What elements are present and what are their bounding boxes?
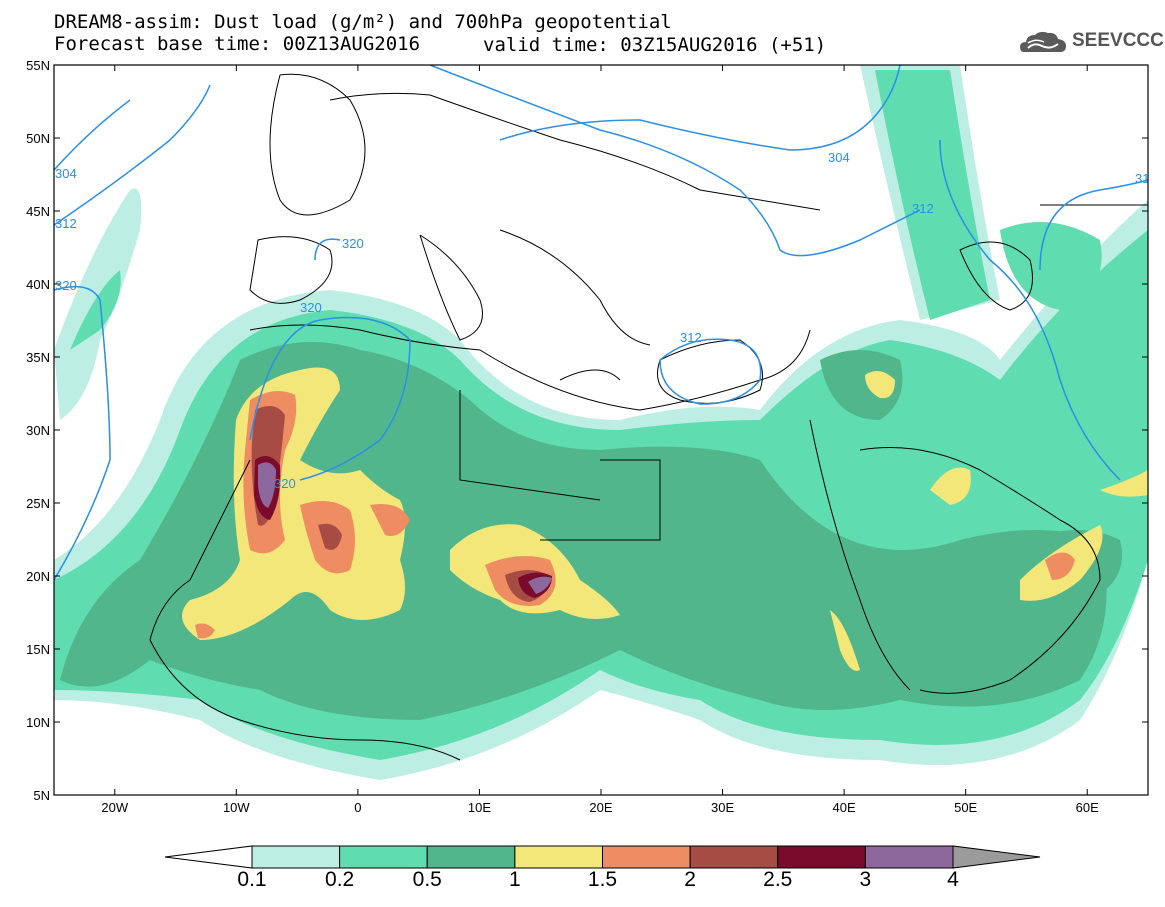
longitude-label: 20E [589, 800, 612, 815]
longitude-label: 20W [101, 800, 128, 815]
longitude-label: 0 [354, 800, 361, 815]
colorbar-box [602, 845, 691, 869]
axis-ticks [54, 64, 1148, 796]
latitude-label: 55N [26, 58, 50, 73]
latitude-label: 15N [26, 642, 50, 657]
colorbar-label: 0.2 [325, 868, 355, 891]
latitude-label: 30N [26, 423, 50, 438]
longitude-label: 30E [711, 800, 734, 815]
colorbar-label: 2 [684, 868, 696, 891]
valid-time: valid time: 03Z15AUG2016 (+51) [483, 34, 827, 56]
latitude-label: 5N [33, 788, 50, 803]
contour-label: 312 [55, 216, 77, 231]
latitude-label: 40N [26, 277, 50, 292]
latitude-label: 35N [26, 350, 50, 365]
colorbar-box [514, 845, 603, 869]
contour-label: 304 [55, 166, 77, 181]
coastlines [149, 73, 1148, 761]
colorbar-label: 0.1 [237, 868, 267, 891]
longitude-label: 10W [223, 800, 250, 815]
latitude-label: 10N [26, 715, 50, 730]
colorbar-box [251, 845, 341, 869]
cloud-logo-icon [1020, 31, 1066, 52]
colorbar-over-arrow [952, 845, 1041, 869]
colorbar-label: 2.5 [763, 868, 793, 891]
colorbar-box [777, 845, 866, 869]
contour-label: 320 [342, 236, 364, 251]
contour-label: 312 [912, 201, 934, 216]
longitude-label: 60E [1076, 800, 1099, 815]
latitude-label: 25N [26, 496, 50, 511]
colorbar-label: 1.5 [587, 868, 618, 891]
colorbar-label: 3 [859, 868, 872, 891]
contour-labels: 304 312 320 320 320 312 304 312 31 320 [55, 150, 1149, 491]
contour-label: 320 [300, 300, 322, 315]
longitude-labels: 20W 10W 0 10E 20E 30E 40E 50E 60E [101, 800, 1099, 815]
geopotential-contours [54, 65, 1148, 581]
latitude-label: 50N [26, 131, 50, 146]
contour-label: 31 [1135, 171, 1149, 186]
contour-label: 320 [274, 476, 296, 491]
contour-label: 304 [828, 150, 850, 165]
colorbar-box [864, 845, 954, 869]
logo-text: SEEVCCC [1072, 30, 1164, 51]
colorbar-label: 4 [947, 868, 959, 891]
map-title: DREAM8-assim: Dust load (g/m²) and 700hP… [54, 11, 672, 33]
longitude-label: 10E [468, 800, 491, 815]
colorbar-under-arrow [164, 845, 253, 869]
contour-label: 320 [55, 278, 77, 293]
colorbar-box [339, 845, 428, 869]
colorbar-box [689, 845, 779, 869]
latitude-label: 20N [26, 569, 50, 584]
dust-field: 304 312 320 320 320 312 304 312 31 320 [54, 65, 1149, 780]
contour-label: 312 [680, 330, 702, 345]
colorbar-label: 1 [509, 868, 521, 891]
longitude-label: 40E [833, 800, 856, 815]
colorbar-box [426, 845, 516, 869]
latitude-label: 45N [26, 204, 50, 219]
latitude-labels: 55N 50N 45N 40N 35N 30N 25N 20N 15N 10N 5N [26, 58, 50, 803]
colorbar-label: 0.5 [412, 868, 442, 891]
forecast-base-time: Forecast base time: 00Z13AUG2016 [54, 33, 421, 55]
longitude-label: 50E [954, 800, 977, 815]
